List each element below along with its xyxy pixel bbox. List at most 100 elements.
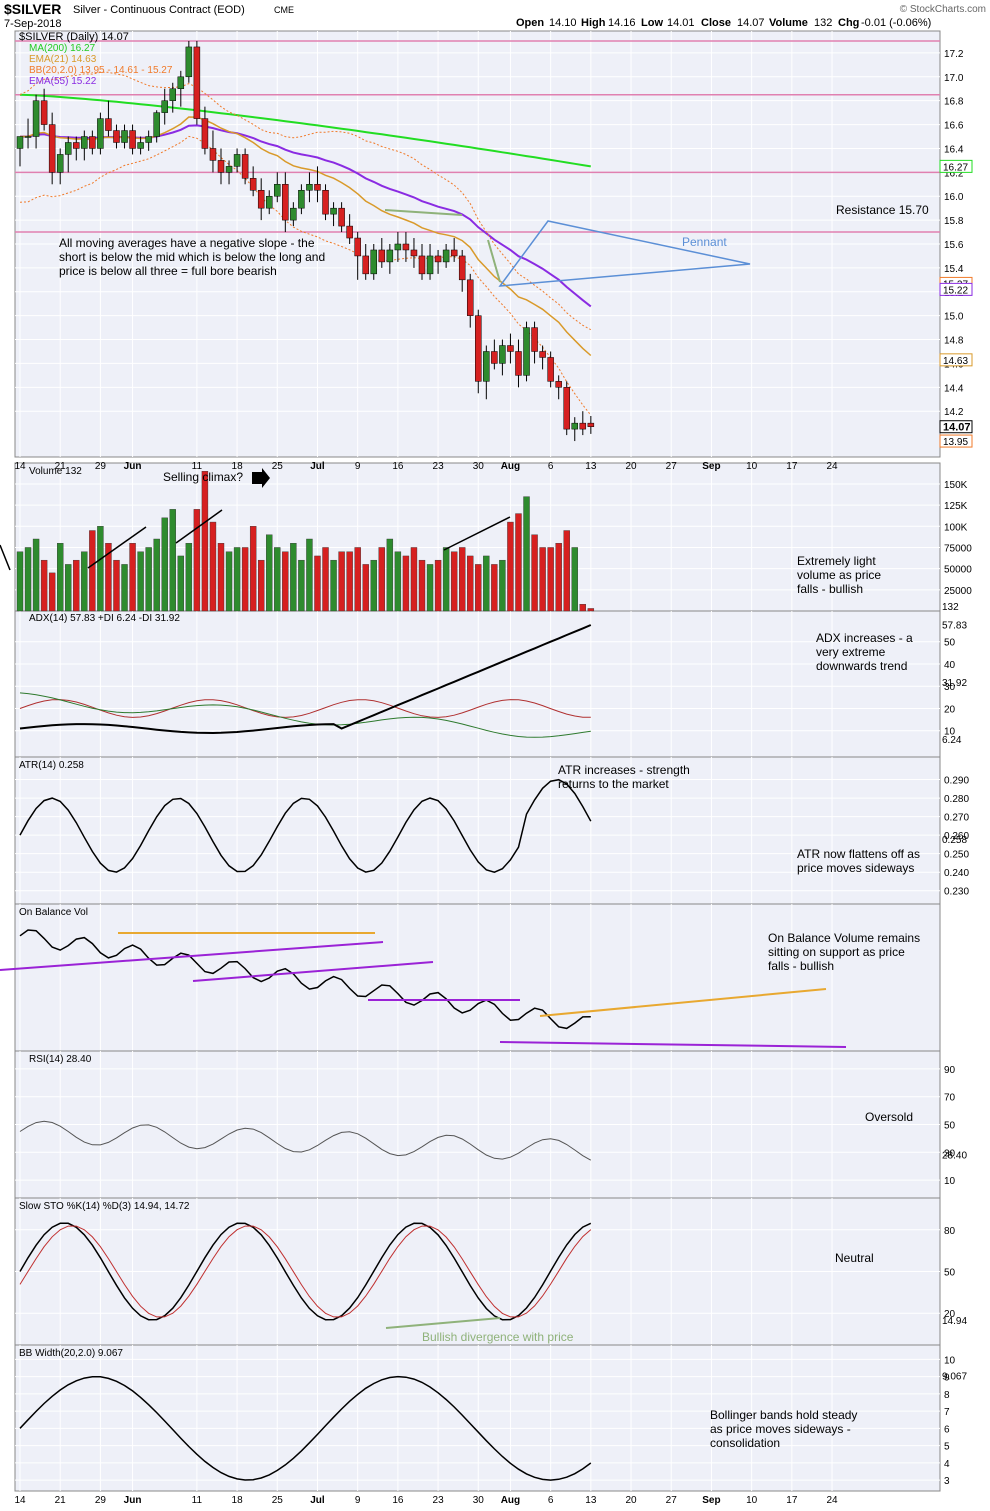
bbw-tick-label: 6 <box>944 1424 950 1435</box>
x-axis-label: Sep <box>702 1495 720 1506</box>
adx-tick-label: 30 <box>944 682 956 693</box>
candle-body <box>547 357 554 382</box>
x-axis-label: 11 <box>192 1495 203 1506</box>
ma200-line <box>19 93 591 168</box>
candle-body <box>314 184 321 191</box>
sto-tick-label: 80 <box>944 1226 956 1237</box>
price-tick-label: 16.4 <box>944 144 964 155</box>
volume-bar <box>89 530 96 612</box>
high-value: 14.16 <box>608 17 636 29</box>
candle-body <box>563 387 570 430</box>
volume-bar <box>48 572 56 612</box>
rsi-tick-label: 90 <box>944 1065 956 1076</box>
volume-bar <box>314 555 321 612</box>
candle-body <box>475 315 482 382</box>
sto-tick-label: 20 <box>944 1309 956 1320</box>
candle-body <box>225 166 233 173</box>
bbw-tick-label: 9 <box>944 1373 950 1384</box>
price-tag-text: 13.95 <box>943 437 968 448</box>
volume-bar <box>378 547 385 612</box>
x-axis-label: 17 <box>786 461 798 472</box>
obv-panel-title: On Balance Vol <box>19 907 88 918</box>
candle-body <box>48 124 56 173</box>
x-axis-label: Aug <box>501 1495 520 1506</box>
price-tick-label: 16.2 <box>944 168 964 179</box>
atr-comment-line: ATR now flattens off as <box>797 847 920 861</box>
x-axis-label: Jul <box>310 1495 325 1506</box>
price-tag-box <box>939 353 973 367</box>
obv-support-line <box>499 1041 847 1048</box>
volume-bar <box>65 564 72 612</box>
atr-comment-line: ATR increases - strength <box>558 763 690 777</box>
candle-body <box>322 190 329 215</box>
volume-comment: Extremely light volume as price falls - bu… <box>797 554 881 596</box>
rsi-tick-label: 30 <box>944 1148 956 1159</box>
volume-bar <box>483 555 490 612</box>
price-tick-label: 14.2 <box>944 407 964 418</box>
price-tick-label: 17.0 <box>944 73 964 84</box>
x-axis-label: 20 <box>625 1495 637 1506</box>
symbol-title: $SILVER <box>4 1 61 17</box>
volume-bar <box>201 471 209 612</box>
contract-name: Silver - Continuous Contract (EOD) <box>73 4 245 16</box>
atr-tick-label: 0.290 <box>944 776 969 787</box>
candle-body <box>137 142 144 149</box>
panel-background <box>14 903 941 1052</box>
candle-body <box>442 249 450 263</box>
adx-tick-label: 40 <box>944 660 956 671</box>
price-tag-box <box>939 159 973 173</box>
atr-tick-label: 0.270 <box>944 813 969 824</box>
atr-line <box>19 778 592 873</box>
volume-bar <box>330 559 337 612</box>
price-tick-label: 15.8 <box>944 216 964 227</box>
price-tick-label: 15.6 <box>944 240 964 251</box>
volume-bar <box>266 534 273 612</box>
volume-comment-line: Extremely light <box>797 554 876 568</box>
x-axis-label: 21 <box>55 461 67 472</box>
legend-ema21: EMA(21) 14.63 <box>29 54 97 65</box>
rsi-line <box>19 1120 592 1161</box>
atr-comment-line: price moves sideways <box>797 861 914 875</box>
x-axis-label: 11 <box>192 461 203 472</box>
atr-panel-title: ATR(14) 0.258 <box>19 760 84 771</box>
volume-bar <box>40 559 48 612</box>
volume-bar <box>426 564 434 612</box>
plus-di-line <box>19 692 591 738</box>
volume-bar <box>499 559 506 612</box>
candle-body <box>426 255 434 275</box>
volume-bar <box>579 604 586 612</box>
candle-body <box>483 351 490 382</box>
candle-body <box>571 422 579 430</box>
adx-tick-label: 10 <box>944 727 956 738</box>
volume-bar <box>467 555 474 612</box>
candle-body <box>386 249 394 263</box>
x-axis-label: 21 <box>55 1495 67 1506</box>
volume-bar <box>394 551 402 612</box>
volume-bar <box>105 543 112 612</box>
low-value: 14.01 <box>667 17 695 29</box>
sto-divergence-label: Bullish divergence with price <box>422 1330 574 1344</box>
last-price-tag: 14.07 <box>943 422 971 434</box>
volume-bar <box>137 551 144 612</box>
volume-bar <box>81 551 88 612</box>
obv-comment-line: falls - bullish <box>768 959 834 973</box>
x-axis-label: 10 <box>746 1495 758 1506</box>
sto-tick-label: 50 <box>944 1268 956 1279</box>
candle-body <box>233 154 241 167</box>
obv-comment-line: sitting on support as price <box>768 945 905 959</box>
selling-climax-label: Selling climax? <box>163 470 243 484</box>
volume-bar <box>249 526 257 612</box>
last-price-tag-box <box>939 420 973 434</box>
obv-support-line <box>0 941 384 971</box>
ohlc-readout: Open 14.10 High 14.16 Low 14.01 Close 14… <box>516 17 931 29</box>
price-tick-label: 14.4 <box>944 383 964 394</box>
candle-body <box>185 46 193 78</box>
x-axis-label: 9 <box>355 1495 361 1506</box>
volume-bar <box>290 543 297 612</box>
candle-body <box>249 178 257 191</box>
volume-bar <box>587 608 595 612</box>
candle-body <box>434 255 442 263</box>
candle-body <box>491 351 498 364</box>
sto-d-line <box>19 1225 592 1318</box>
